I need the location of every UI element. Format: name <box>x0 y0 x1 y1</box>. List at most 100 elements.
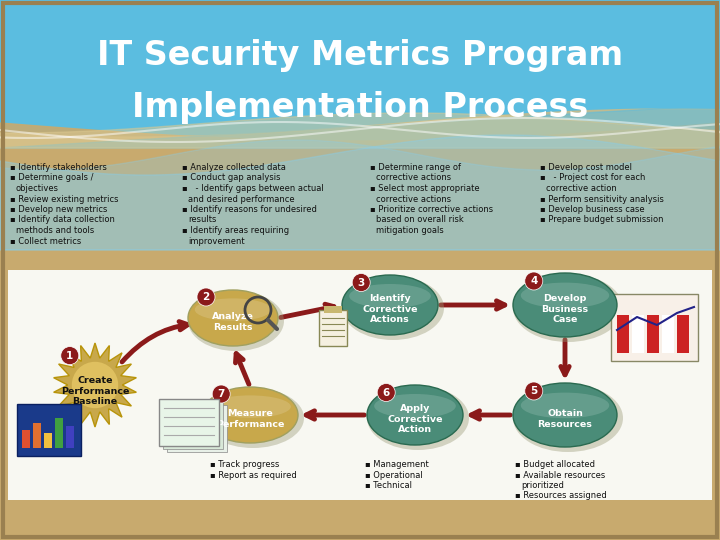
Circle shape <box>525 382 543 400</box>
Text: ▪   - Identify gaps between actual: ▪ - Identify gaps between actual <box>182 184 324 193</box>
Bar <box>0 0 720 148</box>
Text: ▪ Technical: ▪ Technical <box>365 481 412 490</box>
FancyBboxPatch shape <box>163 402 223 449</box>
Ellipse shape <box>188 291 284 351</box>
Text: 7: 7 <box>217 389 225 399</box>
Polygon shape <box>0 113 720 148</box>
Text: ▪ Collect metrics: ▪ Collect metrics <box>10 237 81 246</box>
Ellipse shape <box>202 388 304 448</box>
Text: based on overall risk: based on overall risk <box>376 215 464 225</box>
Text: 2: 2 <box>202 292 210 302</box>
Text: Analyze
Results: Analyze Results <box>212 312 254 332</box>
Text: ▪ Develop business case: ▪ Develop business case <box>540 205 644 214</box>
Text: Create
Performance
Baseline: Create Performance Baseline <box>60 376 129 406</box>
Text: ▪ Management: ▪ Management <box>365 460 428 469</box>
Text: methods and tools: methods and tools <box>16 226 94 235</box>
Bar <box>44 433 52 448</box>
Text: Obtain
Resources: Obtain Resources <box>538 409 593 429</box>
Text: ▪ Identify areas requiring: ▪ Identify areas requiring <box>182 226 289 235</box>
Circle shape <box>377 383 395 402</box>
Text: results: results <box>188 215 217 225</box>
Polygon shape <box>0 123 720 148</box>
Bar <box>632 315 644 353</box>
Bar <box>33 423 41 448</box>
Circle shape <box>352 273 370 292</box>
Bar <box>647 315 659 353</box>
Polygon shape <box>53 343 136 427</box>
Text: corrective action: corrective action <box>546 184 617 193</box>
Text: and desired performance: and desired performance <box>188 194 294 204</box>
Bar <box>55 418 63 448</box>
Text: ▪ Operational: ▪ Operational <box>365 470 423 480</box>
Text: Develop
Business
Case: Develop Business Case <box>541 294 588 324</box>
Text: Apply
Corrective
Action: Apply Corrective Action <box>387 404 443 434</box>
Ellipse shape <box>374 394 456 418</box>
Text: ▪   - Project cost for each: ▪ - Project cost for each <box>540 173 645 183</box>
Ellipse shape <box>367 385 463 445</box>
Text: ▪ Identify reasons for undesired: ▪ Identify reasons for undesired <box>182 205 317 214</box>
Bar <box>617 315 629 353</box>
Text: Measure
Performance: Measure Performance <box>216 409 284 429</box>
Text: ▪ Analyze collected data: ▪ Analyze collected data <box>182 163 286 172</box>
Text: ▪ Develop cost model: ▪ Develop cost model <box>540 163 632 172</box>
Text: ▪ Determine goals /: ▪ Determine goals / <box>10 173 94 183</box>
Text: ▪ Report as required: ▪ Report as required <box>210 470 297 480</box>
Circle shape <box>525 272 543 290</box>
FancyBboxPatch shape <box>167 405 227 452</box>
FancyBboxPatch shape <box>611 294 698 361</box>
FancyBboxPatch shape <box>17 404 81 456</box>
Text: ▪ Identify data collection: ▪ Identify data collection <box>10 215 115 225</box>
Ellipse shape <box>513 273 617 337</box>
Text: prioritized: prioritized <box>521 481 564 490</box>
Text: 3: 3 <box>358 278 365 287</box>
Text: corrective actions: corrective actions <box>376 194 451 204</box>
Text: ▪ Perform sensitivity analysis: ▪ Perform sensitivity analysis <box>540 194 664 204</box>
Polygon shape <box>0 105 720 148</box>
Ellipse shape <box>210 395 291 418</box>
Circle shape <box>60 347 78 364</box>
Ellipse shape <box>342 276 444 340</box>
Text: ▪ Available resources: ▪ Available resources <box>515 470 606 480</box>
Text: ▪ Identify stakeholders: ▪ Identify stakeholders <box>10 163 107 172</box>
Ellipse shape <box>513 383 617 447</box>
Bar <box>319 310 347 346</box>
Text: ▪ Prioritize corrective actions: ▪ Prioritize corrective actions <box>370 205 493 214</box>
Ellipse shape <box>521 282 609 308</box>
Ellipse shape <box>202 387 298 443</box>
Text: ▪ Prepare budget submission: ▪ Prepare budget submission <box>540 215 664 225</box>
Bar <box>662 315 674 353</box>
Text: ▪ Track progress: ▪ Track progress <box>210 460 279 469</box>
Text: corrective actions: corrective actions <box>376 173 451 183</box>
Ellipse shape <box>367 386 469 450</box>
Bar <box>22 430 30 448</box>
Text: 1: 1 <box>66 350 73 361</box>
Text: ▪ Conduct gap analysis: ▪ Conduct gap analysis <box>182 173 281 183</box>
Bar <box>8 270 712 500</box>
Text: 6: 6 <box>382 388 390 397</box>
Text: ▪ Review existing metrics: ▪ Review existing metrics <box>10 194 119 204</box>
Text: mitigation goals: mitigation goals <box>376 226 444 235</box>
Text: Implementation Process: Implementation Process <box>132 91 588 125</box>
Ellipse shape <box>521 393 609 418</box>
Ellipse shape <box>513 274 623 342</box>
Ellipse shape <box>349 284 431 308</box>
Text: improvement: improvement <box>188 237 245 246</box>
Text: 4: 4 <box>530 276 538 286</box>
Text: ▪ Develop new metrics: ▪ Develop new metrics <box>10 205 107 214</box>
Bar <box>677 315 689 353</box>
Circle shape <box>197 288 215 306</box>
Text: ▪ Determine range of: ▪ Determine range of <box>370 163 461 172</box>
Text: ▪ Select most appropriate: ▪ Select most appropriate <box>370 184 480 193</box>
Ellipse shape <box>342 275 438 335</box>
Circle shape <box>212 385 230 403</box>
Bar <box>66 426 74 448</box>
Ellipse shape <box>513 384 623 452</box>
Text: ▪ Budget allocated: ▪ Budget allocated <box>515 460 595 469</box>
Text: IT Security Metrics Program: IT Security Metrics Program <box>97 38 623 71</box>
Text: 5: 5 <box>530 386 537 396</box>
Polygon shape <box>0 109 720 148</box>
Circle shape <box>72 362 118 408</box>
Bar <box>324 306 342 313</box>
FancyBboxPatch shape <box>159 399 219 446</box>
Ellipse shape <box>188 290 278 346</box>
